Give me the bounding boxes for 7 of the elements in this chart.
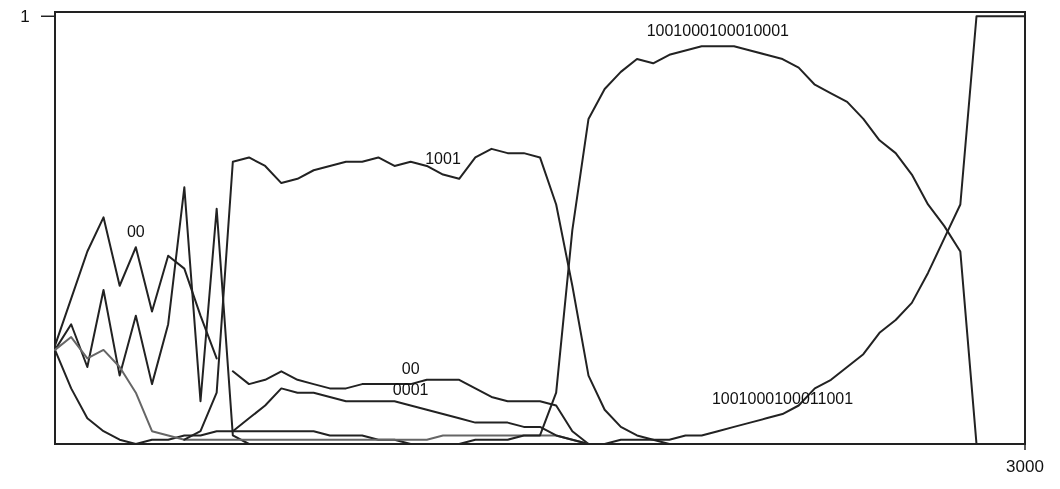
series-label: 0001 bbox=[392, 381, 429, 398]
series-label: 00 bbox=[126, 222, 145, 240]
series-label: 00 bbox=[401, 359, 420, 377]
series-label: 1001000100010001 bbox=[646, 21, 790, 39]
text: 3000 bbox=[1006, 456, 1044, 476]
text: 1 bbox=[20, 6, 30, 26]
series-label: 1001 bbox=[425, 150, 461, 168]
